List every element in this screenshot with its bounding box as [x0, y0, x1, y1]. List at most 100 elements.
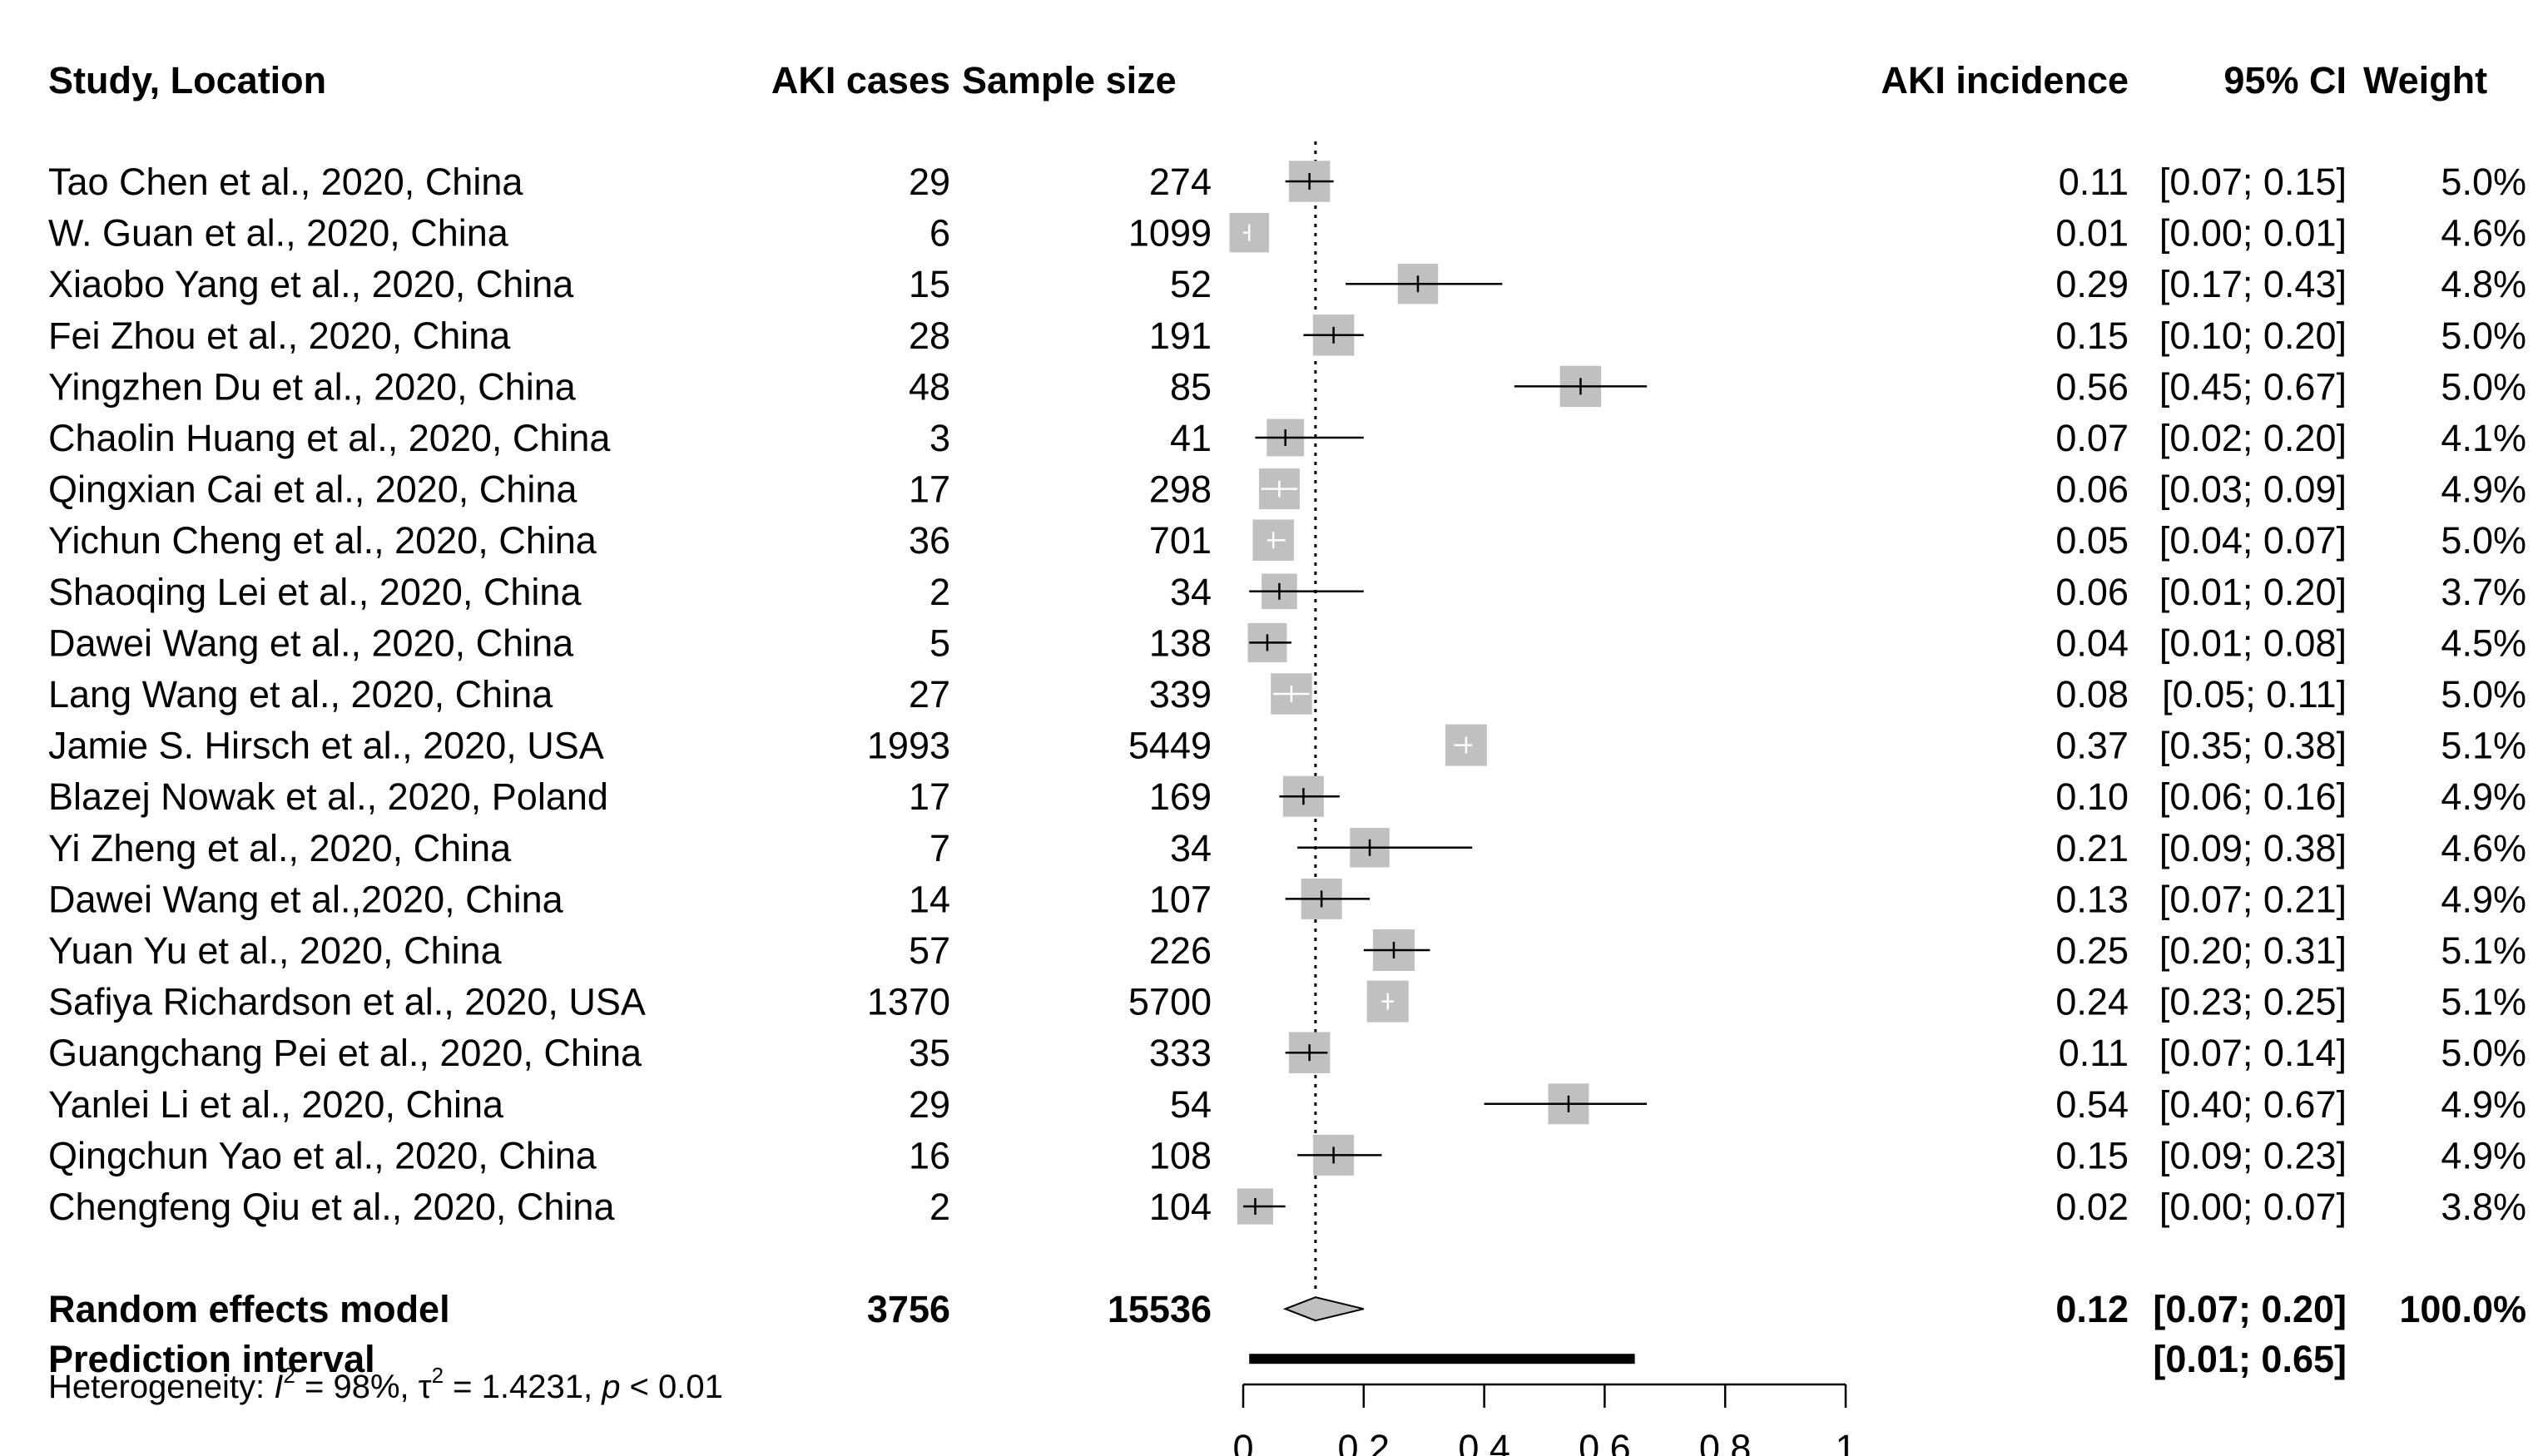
sample-size-value: 34 — [1170, 827, 1212, 869]
x-tick-label: 1 — [1835, 1427, 1856, 1456]
weight-value: 5.1% — [2441, 981, 2526, 1023]
ci-value: [0.03; 0.09] — [2159, 468, 2347, 511]
weight-value: 5.0% — [2441, 1032, 2526, 1074]
ci-value: [0.07; 0.15] — [2159, 161, 2347, 203]
aki-cases-value: 17 — [909, 468, 950, 511]
prediction-row: Prediction interval [0.01; 0.65] — [48, 1338, 2347, 1380]
study-label: Fei Zhou et al., 2020, China — [48, 314, 511, 357]
sample-size-value: 85 — [1170, 365, 1212, 408]
ci-value: [0.10; 0.20] — [2159, 314, 2347, 357]
study-label: Qingxian Cai et al., 2020, China — [48, 468, 577, 511]
header-sample-size: Sample size — [962, 59, 1177, 102]
aki-cases-value: 57 — [909, 929, 950, 972]
study-row: Yingzhen Du et al., 2020, China 48 85 0.56 [… — [48, 365, 2526, 408]
study-row: Lang Wang et al., 2020, China 27 339 0.08 [0… — [48, 673, 2526, 716]
weight-value: 4.6% — [2441, 827, 2526, 869]
weight-value: 4.9% — [2441, 1134, 2526, 1176]
study-row: Blazej Nowak et al., 2020, Poland 17 169 0.… — [48, 775, 2526, 818]
study-row: Chengfeng Qiu et al., 2020, China 2 104 0.0… — [48, 1186, 2526, 1228]
weight-value: 4.9% — [2441, 775, 2526, 818]
aki-incidence-value: 0.29 — [2055, 263, 2129, 305]
aki-incidence-value: 0.11 — [2059, 161, 2129, 203]
aki-cases-value: 17 — [909, 775, 950, 818]
study-row: Qingxian Cai et al., 2020, China 17 298 0.0… — [48, 468, 2526, 511]
weight-value: 5.0% — [2441, 673, 2526, 716]
aki-cases-value: 3 — [929, 417, 950, 459]
ci-value: [0.05; 0.11] — [2162, 673, 2347, 716]
ci-value: [0.07; 0.14] — [2159, 1032, 2347, 1074]
header-aki-cases: AKI cases — [771, 59, 950, 102]
weight-value: 4.8% — [2441, 263, 2526, 305]
aki-cases-value: 29 — [909, 161, 950, 203]
study-label: Yingzhen Du et al., 2020, China — [48, 365, 577, 408]
aki-incidence-value: 0.15 — [2055, 1134, 2129, 1176]
study-row: Fei Zhou et al., 2020, China 28 191 0.15 [0.… — [48, 314, 2526, 357]
aki-cases-value: 27 — [909, 673, 950, 716]
ci-value: [0.00; 0.07] — [2159, 1186, 2347, 1228]
study-row: Dawei Wang et al.,2020, China 14 107 0.13 [0… — [48, 878, 2526, 920]
weight-value: 4.5% — [2441, 622, 2526, 664]
aki-cases-value: 2 — [929, 1186, 950, 1228]
pooled-weight: 100.0% — [2399, 1288, 2526, 1330]
aki-cases-value: 29 — [909, 1083, 950, 1126]
study-row: W. Guan et al., 2020, China 6 1099 0.01 [0.0… — [48, 212, 2526, 255]
aki-incidence-value: 0.15 — [2055, 314, 2129, 357]
study-row: Yi Zheng et al., 2020, China 7 34 0.21 [0.09… — [48, 827, 2526, 869]
study-row: Chaolin Huang et al., 2020, China 3 41 0.07… — [48, 417, 2526, 459]
sample-size-value: 226 — [1149, 929, 1212, 972]
sample-size-value: 41 — [1170, 417, 1212, 459]
sample-size-value: 108 — [1149, 1134, 1212, 1176]
study-label: Yi Zheng et al., 2020, China — [48, 827, 512, 869]
aki-incidence-value: 0.21 — [2055, 827, 2129, 869]
sample-size-value: 54 — [1170, 1083, 1212, 1126]
study-row: Xiaobo Yang et al., 2020, China 15 52 0.29 [… — [48, 263, 2526, 305]
study-row: Yuan Yu et al., 2020, China 57 226 0.25 [0.2… — [48, 929, 2526, 972]
aki-cases-value: 35 — [909, 1032, 950, 1074]
study-label: Dawei Wang et al., 2020, China — [48, 622, 574, 664]
weight-value: 4.6% — [2441, 212, 2526, 255]
sample-size-value: 5449 — [1128, 725, 1212, 767]
aki-cases-value: 1993 — [867, 725, 950, 767]
ci-value: [0.23; 0.25] — [2159, 981, 2347, 1023]
x-tick-label: 0.6 — [1579, 1427, 1631, 1456]
study-row: Guangchang Pei et al., 2020, China 35 333 0… — [48, 1032, 2526, 1074]
study-row: Shaoqing Lei et al., 2020, China 2 34 0.06 [… — [48, 571, 2526, 613]
heterogeneity-text: Heterogeneity: I2 = 98%, τ2 = 1.4231, p … — [48, 1363, 723, 1405]
sample-size-value: 701 — [1149, 519, 1212, 562]
study-row: Dawei Wang et al., 2020, China 5 138 0.04 [0… — [48, 622, 2526, 664]
summary-rows: Random effects model 3756 15536 0.12 [0.07; … — [48, 1288, 2526, 1380]
sample-size-value: 339 — [1149, 673, 1212, 716]
pooled-ci: [0.07; 0.20] — [2153, 1288, 2347, 1330]
header-weight: Weight — [2363, 59, 2487, 102]
aki-incidence-value: 0.07 — [2055, 417, 2129, 459]
sample-size-value: 1099 — [1128, 212, 1212, 255]
study-row: Jamie S. Hirsch et al., 2020, USA 1993 544… — [48, 724, 2526, 767]
aki-cases-value: 6 — [929, 212, 950, 255]
aki-cases-value: 15 — [909, 263, 950, 305]
study-label: Shaoqing Lei et al., 2020, China — [48, 571, 582, 613]
ci-value: [0.00; 0.01] — [2159, 212, 2347, 255]
weight-value: 3.8% — [2441, 1186, 2526, 1228]
ci-value: [0.07; 0.21] — [2159, 878, 2347, 920]
study-label: Safiya Richardson et al., 2020, USA — [48, 981, 646, 1023]
header-study: Study, Location — [48, 59, 326, 102]
sample-size-value: 107 — [1149, 878, 1212, 920]
pooled-incidence: 0.12 — [2055, 1288, 2129, 1330]
ci-value: [0.09; 0.23] — [2159, 1134, 2347, 1176]
sample-size-value: 5700 — [1128, 981, 1212, 1023]
aki-incidence-value: 0.25 — [2055, 929, 2129, 972]
sample-size-value: 169 — [1149, 775, 1212, 818]
study-label: Yanlei Li et al., 2020, China — [48, 1083, 504, 1126]
aki-cases-value: 14 — [909, 878, 950, 920]
x-axis: 0 0.2 0.4 0.6 0.8 1 — [1232, 1383, 1856, 1456]
ci-value: [0.02; 0.20] — [2159, 417, 2347, 459]
aki-incidence-value: 0.05 — [2055, 519, 2129, 562]
sample-size-value: 298 — [1149, 468, 1212, 511]
aki-cases-value: 1370 — [867, 981, 950, 1023]
study-label: Chengfeng Qiu et al., 2020, China — [48, 1186, 615, 1228]
prediction-interval-bar — [1249, 1354, 1635, 1364]
aki-cases-value: 5 — [929, 622, 950, 664]
aki-incidence-value: 0.02 — [2055, 1186, 2129, 1228]
study-row: Yanlei Li et al., 2020, China 29 54 0.54 [0.… — [48, 1083, 2526, 1126]
study-label: Qingchun Yao et al., 2020, China — [48, 1134, 597, 1176]
